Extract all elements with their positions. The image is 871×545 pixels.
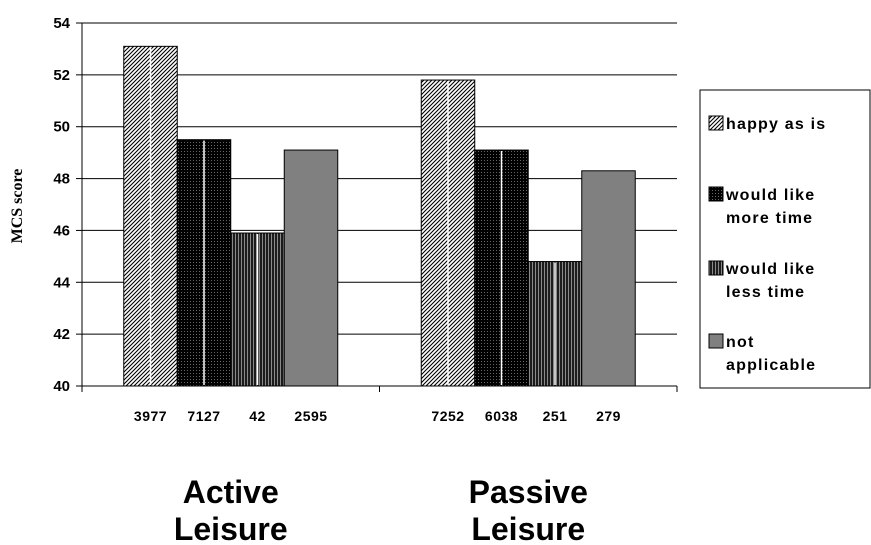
legend-label: would like: [725, 187, 815, 204]
legend-label: not: [726, 334, 754, 351]
legend-swatch: [708, 186, 724, 202]
y-tick-label: 54: [53, 15, 70, 32]
count-label: 42: [249, 408, 266, 424]
axes: [76, 22, 678, 392]
count-label: 2595: [294, 408, 327, 424]
y-axis-label: MCS score: [9, 169, 26, 244]
count-label: 3977: [134, 408, 167, 424]
legend-swatch: [708, 260, 724, 276]
group-label: Leisure: [174, 511, 288, 545]
count-label: 7252: [431, 408, 464, 424]
count-label: 7127: [187, 408, 220, 424]
y-tick-label: 52: [53, 67, 70, 84]
legend-swatch: [708, 115, 724, 131]
y-tick-label: 40: [53, 378, 70, 395]
legend-items: happy as is would like more time would like…: [708, 115, 826, 374]
legend-box: [699, 89, 871, 389]
legend-swatch: [708, 333, 724, 349]
y-tick-label: 48: [53, 171, 70, 188]
legend-label: applicable: [726, 357, 816, 374]
legend: happy as is would like more time would like…: [699, 89, 871, 389]
y-tick-label: 44: [53, 274, 70, 291]
bar-passive-3: [581, 170, 636, 387]
y-tick-labels: 40 42 44 46 48 50 52 54: [53, 15, 70, 395]
group-label: Active: [183, 474, 279, 510]
y-tick-label: 46: [53, 222, 70, 239]
legend-label: happy as is: [726, 116, 826, 133]
legend-label: less time: [726, 284, 805, 301]
count-label: 251: [543, 408, 568, 424]
legend-label: more time: [726, 210, 813, 227]
group-label: Passive: [469, 474, 588, 510]
bar-active-3: [283, 149, 339, 387]
bars: [123, 45, 636, 387]
y-tick-label: 50: [53, 119, 70, 136]
y-tick-label: 42: [53, 326, 70, 343]
count-label: 279: [596, 408, 621, 424]
group-label: Leisure: [471, 511, 585, 545]
count-label: 6038: [485, 408, 518, 424]
legend-label: would like: [725, 261, 815, 278]
count-labels: 3977 7127 42 2595 7252 6038 251 279: [134, 408, 621, 424]
